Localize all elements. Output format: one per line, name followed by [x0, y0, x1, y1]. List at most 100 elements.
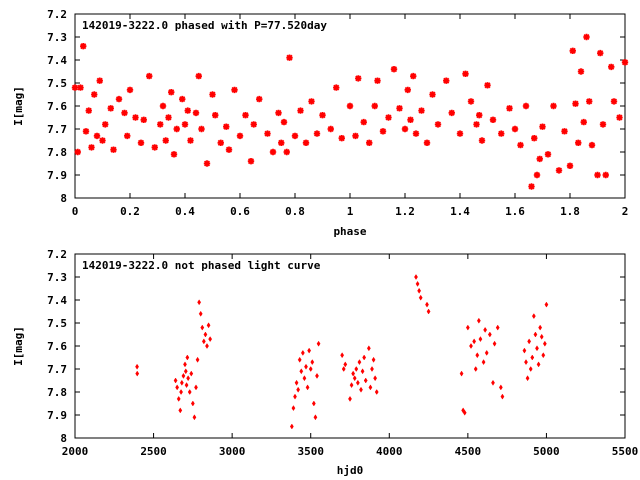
- data-point: [302, 139, 310, 146]
- data-point: [539, 333, 544, 340]
- data-point: [192, 414, 197, 421]
- data-point: [300, 349, 305, 356]
- data-point: [316, 340, 321, 347]
- data-point: [363, 377, 368, 384]
- data-point: [297, 107, 304, 114]
- data-point: [289, 423, 294, 430]
- y-tick-label: 7.9: [47, 169, 67, 182]
- data-point: [294, 379, 299, 386]
- y-tick-label: 7.2: [47, 248, 67, 261]
- x-tick-label: 3500: [297, 445, 324, 458]
- x-tick-label: 0.2: [120, 205, 140, 218]
- data-point: [561, 128, 568, 135]
- data-point: [327, 125, 334, 133]
- data-point: [506, 105, 513, 112]
- data-point: [456, 130, 464, 137]
- data-point: [315, 372, 319, 379]
- data-point: [368, 384, 373, 391]
- data-point: [170, 151, 178, 158]
- y-tick-label: 7.8: [47, 146, 67, 159]
- data-point: [462, 409, 467, 416]
- data-point: [236, 132, 244, 140]
- data-point: [355, 379, 360, 386]
- data-point: [110, 146, 117, 153]
- data-point: [351, 370, 356, 377]
- data-point: [173, 377, 178, 384]
- data-point: [283, 148, 290, 156]
- x-tick-label: 1: [347, 205, 354, 218]
- data-point: [616, 114, 623, 121]
- data-point: [459, 370, 464, 377]
- data-point: [487, 331, 492, 338]
- data-point: [352, 132, 359, 140]
- data-point: [186, 375, 191, 382]
- data-point: [415, 280, 420, 287]
- data-point: [313, 130, 321, 137]
- data-point: [373, 375, 378, 382]
- data-point: [583, 33, 590, 41]
- data-point: [242, 112, 249, 119]
- data-point: [280, 118, 288, 126]
- data-point: [539, 123, 546, 130]
- data-point: [423, 139, 431, 146]
- y-tick-label: 7.5: [47, 77, 67, 90]
- data-point: [475, 352, 480, 359]
- data-point: [194, 384, 198, 391]
- data-point: [183, 368, 188, 375]
- data-point: [231, 86, 238, 94]
- x-tick-label: 5500: [612, 445, 639, 458]
- data-point: [491, 379, 495, 386]
- phased-data-points: [71, 33, 629, 190]
- y-tick-label: 7.8: [47, 386, 67, 399]
- data-point: [498, 130, 505, 137]
- data-point: [533, 171, 541, 179]
- data-point: [354, 366, 359, 372]
- data-point: [310, 359, 315, 366]
- data-point: [599, 121, 607, 128]
- data-point: [203, 331, 208, 338]
- data-point: [478, 137, 486, 144]
- data-point: [538, 324, 543, 331]
- data-point: [588, 141, 596, 149]
- unphased-chart-title: 142019-3222.0 not phased light curve: [82, 259, 321, 272]
- data-point: [418, 294, 423, 301]
- data-point: [357, 359, 362, 366]
- unphased-plot-frame: [74, 253, 626, 439]
- data-point: [371, 356, 376, 363]
- data-point: [311, 400, 316, 407]
- data-point: [531, 135, 538, 142]
- data-point: [198, 125, 205, 133]
- data-point: [418, 107, 425, 114]
- data-point: [203, 160, 211, 167]
- data-point: [121, 109, 128, 117]
- data-point: [385, 114, 392, 121]
- data-point: [183, 361, 187, 368]
- data-point: [407, 116, 414, 123]
- data-point: [484, 349, 489, 356]
- data-point: [341, 366, 346, 372]
- data-point: [469, 343, 473, 349]
- data-point: [542, 340, 547, 347]
- data-point: [426, 308, 431, 315]
- data-point: [198, 310, 203, 317]
- data-point: [429, 91, 436, 98]
- y-tick-label: 7.5: [47, 317, 67, 330]
- data-point: [338, 135, 345, 142]
- data-point: [412, 130, 420, 137]
- data-point: [492, 340, 497, 347]
- y-tick-label: 7.2: [47, 8, 67, 21]
- data-point: [610, 98, 618, 105]
- data-point: [165, 114, 172, 121]
- unphased-light-curve-panel: 142019-3222.0 not phased light curve I[m…: [12, 248, 638, 477]
- data-point: [483, 326, 488, 333]
- data-point: [275, 109, 282, 117]
- data-point: [476, 112, 483, 119]
- x-tick-label: 1.6: [505, 205, 525, 218]
- data-point: [544, 151, 552, 158]
- data-point: [146, 72, 153, 80]
- data-point: [102, 121, 109, 128]
- x-tick-label: 2000: [62, 445, 89, 458]
- data-point: [443, 77, 450, 84]
- data-point: [185, 354, 190, 361]
